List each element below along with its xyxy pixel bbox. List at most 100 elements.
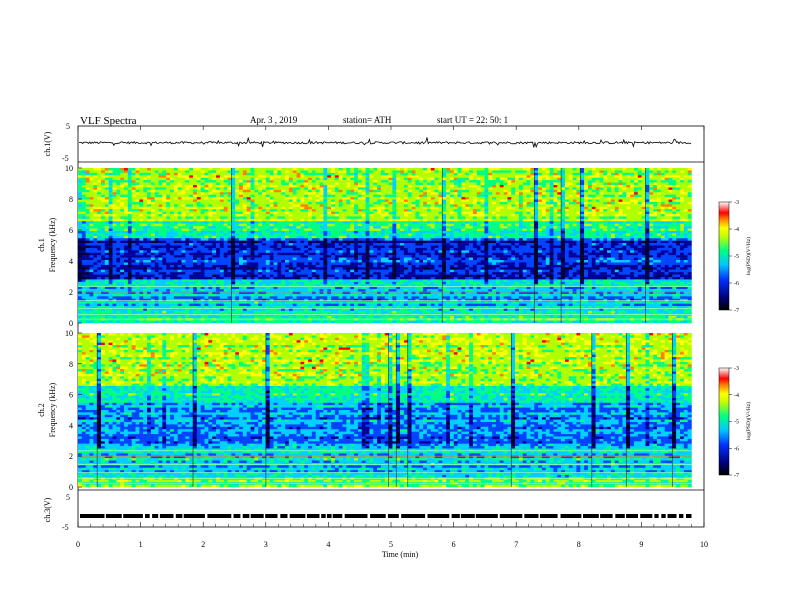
- ch1-spectrogram-image: [78, 168, 692, 324]
- ch3-signal-segment: [387, 514, 399, 518]
- ch3-signal-segment: [289, 514, 306, 518]
- ch3-signal-segment: [427, 514, 450, 518]
- ch2-colorbar-tick-label: -3: [734, 366, 739, 372]
- ch1-colorbar: -3 -4 -5 -6 -7 log(PSD)(V²/Hz): [718, 200, 752, 314]
- ch1-colorbar-tick-label: -3: [734, 200, 739, 206]
- ch3-signal-segment: [207, 514, 232, 518]
- ch3-signal-segment: [626, 514, 638, 518]
- ch2-spec-ytick: 10: [65, 329, 73, 338]
- ch1-waveform-line: [79, 136, 692, 149]
- ch2-colorbar: -3 -4 -5 -6 -7 log(PSD)(V²/Hz): [718, 366, 752, 479]
- ch3-signal-segment: [145, 514, 150, 518]
- ch3-signal-segment: [401, 514, 426, 518]
- ch2-spec-ylabel: Frequency (kHz): [48, 382, 57, 437]
- time-axis-tick-label: 5: [389, 540, 393, 549]
- ch3-signal-segment: [640, 514, 653, 518]
- ch3-ytick-bottom: -5: [62, 523, 69, 532]
- ch1-colorbar-tick-label: -7: [734, 308, 739, 314]
- ch2-colorbar-tick-label: -7: [734, 473, 739, 479]
- ch3-signal-segment: [451, 514, 460, 518]
- ch3-signal-segment: [242, 514, 250, 518]
- ch3-signal-segment: [183, 514, 205, 518]
- ch3-signal-segment: [344, 514, 368, 518]
- start-time-label: start UT = 22: 50: 1: [437, 115, 508, 125]
- ch1-spec-ytick: 8: [69, 195, 73, 204]
- ch3-signal-segment: [615, 514, 625, 518]
- ch2-spec-ytick: 4: [69, 421, 73, 430]
- time-axis-tick-label: 0: [76, 540, 80, 549]
- ch3-signal-segment: [654, 514, 659, 518]
- ch3-signal-segment: [600, 514, 613, 518]
- time-axis-tick-label: 2: [201, 540, 205, 549]
- time-axis: 0 1 2 3 4 5 6 7 8 9 10: [76, 126, 708, 549]
- time-axis-tick-label: 10: [700, 540, 708, 549]
- ch3-signal-segment: [686, 514, 692, 518]
- ch2-spectrogram-image: [78, 333, 692, 488]
- ch2-colorbar-tick-label: -4: [734, 393, 739, 399]
- date-label: Apr. 3 , 2019: [250, 115, 298, 125]
- ch1-colorbar-tick-label: -4: [734, 227, 739, 233]
- ch1-colorbar-label: log(PSD)(V²/Hz): [745, 237, 752, 275]
- ch3-signal-segment: [123, 514, 143, 518]
- ch3-signal-marks: [80, 514, 692, 518]
- ch1-spec-channel-label: ch.1: [37, 238, 46, 252]
- ch3-signal-segment: [524, 514, 539, 518]
- ch3-signal-segment: [105, 514, 122, 518]
- ch3-signal-panel: 5 -5 ch.3(V): [43, 493, 692, 532]
- ch3-signal-segment: [175, 514, 183, 518]
- time-axis-tick-label: 3: [264, 540, 268, 549]
- ch3-signal-segment: [265, 514, 278, 518]
- ch1-waveform-panel: 5 -5 ch.1(V): [43, 122, 692, 163]
- ch3-signal-segment: [560, 514, 582, 518]
- ch1-ylabel: ch.1(V): [43, 131, 52, 156]
- time-axis-tick-label: 6: [452, 540, 456, 549]
- ch3-signal-segment: [475, 514, 498, 518]
- ch2-spec-channel-label: ch.2: [37, 403, 46, 417]
- ch1-spec-ytick: 4: [69, 257, 73, 266]
- ch3-signal-segment: [233, 514, 241, 518]
- ch3-signal-segment: [332, 514, 343, 518]
- ch2-spectrogram-panel: 10 8 6 4 2 0 ch.2 Frequency (kHz): [37, 329, 692, 492]
- ch2-spec-ytick: 2: [69, 452, 73, 461]
- ch3-signal-segment: [80, 514, 105, 518]
- ch3-signal-segment: [667, 514, 677, 518]
- ch3-signal-segment: [499, 514, 523, 518]
- ch1-spec-ytick: 10: [65, 164, 73, 173]
- ch1-spec-ylabel: Frequency (kHz): [48, 217, 57, 272]
- ch3-signal-segment: [159, 514, 174, 518]
- ch1-ytick-top: 5: [66, 122, 70, 131]
- ch3-signal-segment: [280, 514, 288, 518]
- station-label: station= ATH: [343, 115, 392, 125]
- ch3-signal-segment: [679, 514, 684, 518]
- ch1-colorbar-tick-label: -5: [734, 254, 739, 260]
- figure-title: VLF Spectra: [80, 115, 137, 127]
- ch3-signal-segment: [583, 514, 599, 518]
- ch3-signal-segment: [326, 514, 332, 518]
- time-axis-tick-label: 7: [514, 540, 518, 549]
- time-axis-tick-label: 1: [139, 540, 143, 549]
- ch3-ytick-top: 5: [66, 493, 70, 502]
- ch1-spec-ytick: 6: [69, 226, 73, 235]
- ch2-colorbar-gradient: [718, 367, 730, 476]
- ch2-colorbar-label: log(PSD)(V²/Hz): [745, 402, 752, 440]
- ch1-spec-ytick: 2: [69, 288, 73, 297]
- ch3-signal-segment: [152, 514, 159, 518]
- ch1-colorbar-gradient: [718, 201, 730, 311]
- ch3-signal-segment: [306, 514, 320, 518]
- ch2-spec-ytick: 8: [69, 360, 73, 369]
- ch3-signal-segment: [539, 514, 558, 518]
- time-axis-tick-label: 9: [639, 540, 643, 549]
- ch3-signal-segment: [661, 514, 666, 518]
- time-axis-tick-label: 4: [326, 540, 330, 549]
- ch3-signal-segment: [460, 514, 475, 518]
- ch2-colorbar-tick-label: -6: [734, 446, 739, 452]
- ch1-colorbar-tick-label: -6: [734, 281, 739, 287]
- ch1-spec-ytick: 0: [69, 319, 73, 328]
- time-axis-label: Time (min): [382, 550, 419, 559]
- ch1-spectrogram-panel: 10 8 6 4 2 0 ch.1 Frequency (kHz): [37, 164, 692, 328]
- ch1-ytick-bottom: -5: [62, 154, 69, 163]
- ch3-signal-segment: [370, 514, 386, 518]
- ch2-spec-ytick: 6: [69, 391, 73, 400]
- ch2-colorbar-tick-label: -5: [734, 420, 739, 426]
